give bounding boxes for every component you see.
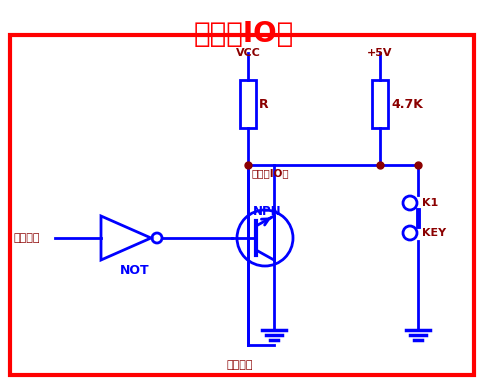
- Text: 内部输入: 内部输入: [227, 360, 253, 370]
- Bar: [372, 80, 388, 128]
- Bar: [240, 80, 256, 128]
- Text: NOT: NOT: [120, 264, 150, 277]
- Text: 4.7K: 4.7K: [391, 98, 423, 110]
- Text: R: R: [259, 98, 268, 110]
- Text: KEY: KEY: [422, 228, 446, 238]
- Text: 单片机IO口: 单片机IO口: [251, 168, 288, 178]
- Text: +5V: +5V: [367, 48, 393, 58]
- Text: 准双向IO口: 准双向IO口: [194, 20, 294, 48]
- Text: VCC: VCC: [236, 48, 261, 58]
- Text: 内部输出: 内部输出: [13, 233, 40, 243]
- Text: K1: K1: [422, 198, 438, 208]
- Text: NPN: NPN: [253, 205, 281, 218]
